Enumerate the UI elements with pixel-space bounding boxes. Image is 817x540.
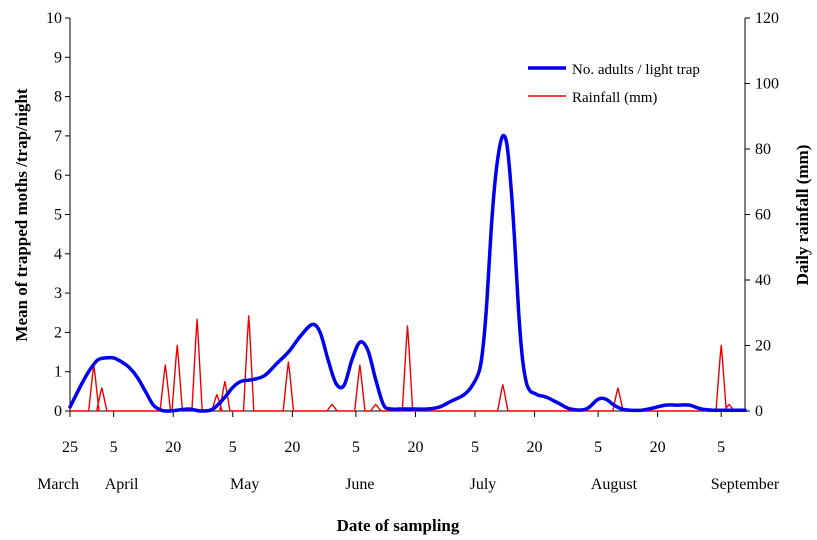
x-tick-label: 20 xyxy=(407,439,423,456)
right-tick-label: 40 xyxy=(755,272,771,289)
x-tick-label: 5 xyxy=(717,439,725,456)
month-label: May xyxy=(230,476,259,493)
x-tick-label: 20 xyxy=(650,439,666,456)
left-tick-label: 2 xyxy=(54,324,62,341)
right-tick-label: 60 xyxy=(755,207,771,224)
left-tick-label: 4 xyxy=(54,246,62,263)
right-tick-label: 20 xyxy=(755,338,771,355)
legend-moths-label: No. adults / light trap xyxy=(572,62,700,78)
left-tick-label: 5 xyxy=(54,207,62,224)
left-tick-label: 1 xyxy=(54,364,62,381)
left-tick-label: 10 xyxy=(46,10,62,27)
month-label: July xyxy=(470,476,497,493)
left-tick-label: 0 xyxy=(54,403,62,420)
left-tick-label: 3 xyxy=(54,285,62,302)
x-tick-label: 5 xyxy=(110,439,118,456)
left-axis-title: Mean of trapped moths /trap/night xyxy=(12,88,31,341)
month-label: March xyxy=(37,476,79,493)
left-tick-label: 7 xyxy=(54,128,62,145)
x-tick-label: 5 xyxy=(471,439,479,456)
month-label: August xyxy=(591,476,638,493)
left-tick-label: 9 xyxy=(54,49,62,66)
left-tick-label: 6 xyxy=(54,167,62,184)
x-axis-title: Date of sampling xyxy=(337,516,460,535)
month-label: September xyxy=(711,476,780,493)
month-label: April xyxy=(105,476,139,493)
left-tick-label: 8 xyxy=(54,89,62,106)
right-tick-label: 80 xyxy=(755,141,771,158)
legend-rain-label: Rainfall (mm) xyxy=(572,90,657,106)
right-tick-label: 0 xyxy=(755,403,763,420)
moths-line xyxy=(68,133,747,413)
x-tick-label: 5 xyxy=(352,439,360,456)
month-label: June xyxy=(345,476,374,493)
right-tick-label: 120 xyxy=(755,10,779,27)
x-tick-label: 20 xyxy=(284,439,300,456)
x-tick-label: 20 xyxy=(527,439,543,456)
legend: No. adults / light trap Rainfall (mm) xyxy=(528,62,700,106)
right-axis-title: Daily rainfall (mm) xyxy=(793,145,812,286)
right-tick-label: 100 xyxy=(755,76,779,93)
rainfall-line xyxy=(70,315,745,412)
x-tick-label: 20 xyxy=(165,439,181,456)
x-tick-label: 5 xyxy=(594,439,602,456)
x-tick-label: 25 xyxy=(62,439,78,456)
x-tick-label: 5 xyxy=(229,439,237,456)
